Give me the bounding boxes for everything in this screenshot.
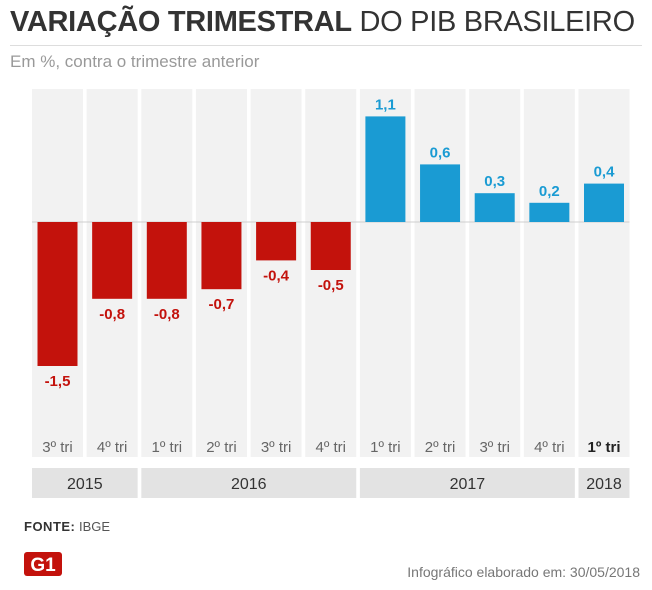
- data-label: -0,5: [318, 277, 344, 294]
- chart-title: VARIAÇÃO TRIMESTRAL DO PIB BRASILEIRO: [10, 4, 635, 40]
- year-band: [141, 468, 357, 498]
- year-band: [578, 468, 630, 498]
- category-label: 4º tri: [534, 439, 564, 456]
- category-label: 2º tri: [206, 439, 236, 456]
- year-label: 2017: [450, 476, 486, 493]
- category-label: 3º tri: [42, 439, 72, 456]
- bar: [37, 222, 78, 366]
- category-label: 4º tri: [97, 439, 127, 456]
- data-label: 0,4: [594, 164, 616, 181]
- data-label: -0,7: [209, 296, 235, 313]
- year-band: [359, 468, 575, 498]
- data-label: 1,1: [375, 96, 396, 113]
- data-label: -0,8: [154, 306, 180, 323]
- chart-subtitle: Em %, contra o trimestre anterior: [10, 52, 260, 71]
- category-label: 3º tri: [479, 439, 509, 456]
- column-background: [414, 89, 466, 457]
- title-bold: VARIAÇÃO TRIMESTRAL: [10, 6, 352, 38]
- gdp-bar-chart: -1,5 3º tri -0,8 4º tri -0,8 1º tri -0,7 2º tri…: [32, 89, 630, 498]
- source-note: FONTE: IBGE: [24, 519, 110, 534]
- year-band: [32, 468, 138, 498]
- category-label: 2º tri: [425, 439, 455, 456]
- source-value: IBGE: [79, 519, 111, 534]
- bar: [365, 116, 406, 222]
- bar: [92, 222, 133, 299]
- column-background: [523, 89, 575, 457]
- title-light: DO PIB BRASILEIRO: [359, 6, 636, 38]
- bar: [201, 222, 242, 290]
- bar: [529, 202, 570, 222]
- bar: [256, 222, 297, 261]
- bar: [474, 193, 515, 222]
- bar: [146, 222, 187, 299]
- data-label: 0,3: [484, 173, 505, 190]
- g1-logo-background: [24, 552, 62, 576]
- data-label: 0,6: [430, 144, 451, 161]
- data-label: 0,2: [539, 183, 560, 200]
- category-label: 4º tri: [316, 439, 346, 456]
- source-label: FONTE:: [24, 519, 76, 534]
- column-background: [578, 89, 630, 457]
- credit-note: Infográfico elaborado em: 30/05/2018: [407, 564, 640, 580]
- data-label: -1,5: [45, 373, 71, 390]
- category-label: 1º tri: [370, 439, 400, 456]
- year-label: 2016: [231, 476, 267, 493]
- category-label: 3º tri: [261, 439, 291, 456]
- category-label: 1º tri: [588, 439, 621, 456]
- data-label: -0,4: [263, 267, 290, 284]
- g1-logo-text: G1: [30, 555, 56, 576]
- bar: [310, 222, 351, 270]
- category-label: 1º tri: [152, 439, 182, 456]
- bar: [584, 183, 624, 222]
- g1-logo: G1: [24, 552, 62, 576]
- column-background: [469, 89, 521, 457]
- title-divider: [10, 45, 642, 46]
- bar: [420, 164, 461, 222]
- year-label: 2015: [67, 476, 103, 493]
- column-background: [250, 89, 302, 457]
- column-background: [305, 89, 357, 457]
- data-label: -0,8: [99, 306, 125, 323]
- year-label: 2018: [586, 476, 622, 493]
